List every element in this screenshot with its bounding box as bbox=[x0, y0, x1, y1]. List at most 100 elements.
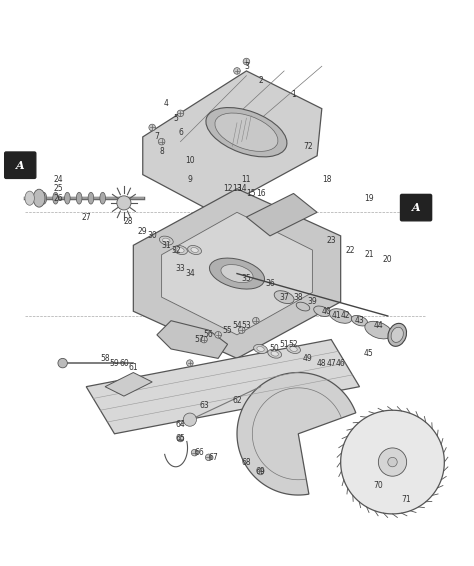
Text: 8: 8 bbox=[159, 147, 164, 156]
Text: 66: 66 bbox=[194, 448, 204, 457]
Text: A: A bbox=[16, 160, 25, 171]
Ellipse shape bbox=[329, 308, 352, 323]
Text: 62: 62 bbox=[232, 396, 242, 405]
Text: 11: 11 bbox=[242, 175, 251, 184]
Text: 21: 21 bbox=[364, 250, 374, 259]
Ellipse shape bbox=[88, 192, 94, 204]
Text: 27: 27 bbox=[82, 212, 91, 221]
Ellipse shape bbox=[177, 247, 184, 252]
Circle shape bbox=[149, 124, 155, 131]
Text: 30: 30 bbox=[147, 231, 157, 241]
Circle shape bbox=[257, 468, 264, 475]
Ellipse shape bbox=[314, 306, 330, 316]
Text: 42: 42 bbox=[340, 311, 350, 320]
Ellipse shape bbox=[290, 346, 297, 351]
Ellipse shape bbox=[64, 192, 70, 204]
Ellipse shape bbox=[296, 302, 310, 311]
Text: 6: 6 bbox=[178, 128, 183, 137]
Ellipse shape bbox=[100, 192, 106, 204]
Text: 63: 63 bbox=[199, 401, 209, 410]
Text: 69: 69 bbox=[255, 467, 265, 476]
Text: 56: 56 bbox=[204, 331, 214, 340]
Text: 22: 22 bbox=[346, 246, 355, 255]
Text: 20: 20 bbox=[383, 255, 392, 264]
Circle shape bbox=[177, 435, 184, 442]
FancyBboxPatch shape bbox=[5, 152, 36, 178]
Ellipse shape bbox=[25, 191, 35, 205]
Ellipse shape bbox=[351, 315, 368, 326]
Text: 38: 38 bbox=[293, 293, 303, 302]
Text: 47: 47 bbox=[327, 359, 336, 367]
Text: 16: 16 bbox=[256, 189, 265, 198]
Text: A: A bbox=[412, 202, 420, 213]
Ellipse shape bbox=[257, 346, 264, 351]
Text: 40: 40 bbox=[322, 307, 331, 316]
Circle shape bbox=[205, 454, 212, 461]
Text: 60: 60 bbox=[119, 359, 129, 367]
Ellipse shape bbox=[41, 192, 46, 204]
Circle shape bbox=[215, 332, 221, 338]
Text: 26: 26 bbox=[53, 194, 63, 203]
Ellipse shape bbox=[76, 192, 82, 204]
Text: 41: 41 bbox=[331, 311, 341, 320]
Ellipse shape bbox=[191, 247, 198, 252]
Text: 13: 13 bbox=[232, 185, 242, 193]
Circle shape bbox=[58, 358, 67, 368]
Circle shape bbox=[243, 58, 250, 65]
Ellipse shape bbox=[271, 351, 278, 356]
Text: 34: 34 bbox=[185, 269, 195, 278]
Text: 4: 4 bbox=[164, 100, 169, 109]
Text: 9: 9 bbox=[187, 175, 192, 184]
Text: 45: 45 bbox=[364, 349, 374, 358]
Ellipse shape bbox=[215, 113, 278, 151]
Text: 36: 36 bbox=[265, 278, 275, 288]
Circle shape bbox=[388, 457, 397, 467]
Polygon shape bbox=[105, 372, 152, 396]
Circle shape bbox=[158, 138, 165, 145]
Text: 28: 28 bbox=[124, 217, 133, 226]
Text: 19: 19 bbox=[364, 194, 374, 203]
Text: 24: 24 bbox=[53, 175, 63, 184]
Text: 25: 25 bbox=[53, 185, 63, 193]
Ellipse shape bbox=[274, 291, 294, 303]
Text: 44: 44 bbox=[374, 321, 383, 330]
Text: 18: 18 bbox=[322, 175, 331, 184]
Text: 68: 68 bbox=[242, 457, 251, 466]
Ellipse shape bbox=[206, 108, 287, 157]
Ellipse shape bbox=[268, 349, 282, 358]
Circle shape bbox=[183, 413, 197, 426]
Circle shape bbox=[117, 196, 131, 210]
Text: 58: 58 bbox=[100, 354, 110, 363]
Text: 5: 5 bbox=[173, 114, 178, 123]
Text: 57: 57 bbox=[194, 335, 204, 344]
Circle shape bbox=[191, 449, 198, 456]
Text: 23: 23 bbox=[327, 236, 336, 245]
Text: 1: 1 bbox=[291, 90, 296, 99]
Polygon shape bbox=[86, 340, 359, 434]
Polygon shape bbox=[157, 321, 228, 358]
Circle shape bbox=[187, 360, 193, 366]
Text: 43: 43 bbox=[355, 316, 365, 325]
Text: 33: 33 bbox=[175, 264, 185, 273]
Text: 55: 55 bbox=[223, 325, 232, 335]
Ellipse shape bbox=[188, 246, 201, 255]
Polygon shape bbox=[341, 410, 444, 514]
Ellipse shape bbox=[210, 258, 264, 289]
Text: 3: 3 bbox=[244, 62, 249, 71]
Text: 71: 71 bbox=[402, 495, 411, 504]
Ellipse shape bbox=[221, 264, 253, 282]
Polygon shape bbox=[143, 71, 322, 212]
Ellipse shape bbox=[173, 246, 187, 255]
Circle shape bbox=[238, 327, 245, 333]
Ellipse shape bbox=[391, 327, 403, 342]
Circle shape bbox=[201, 336, 207, 343]
Text: 39: 39 bbox=[308, 297, 317, 306]
Ellipse shape bbox=[33, 189, 45, 207]
Text: 64: 64 bbox=[175, 420, 185, 429]
Polygon shape bbox=[246, 194, 317, 236]
Text: 72: 72 bbox=[303, 142, 312, 151]
Circle shape bbox=[253, 318, 259, 324]
Text: 31: 31 bbox=[162, 241, 171, 250]
Polygon shape bbox=[162, 212, 312, 335]
Text: 59: 59 bbox=[109, 359, 119, 367]
